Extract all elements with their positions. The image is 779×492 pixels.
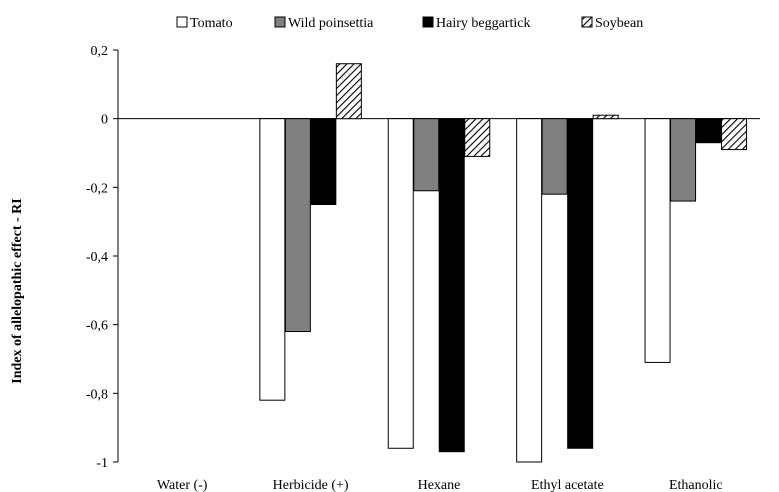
- bar-tomato: [388, 119, 413, 449]
- y-tick-label: -0,6: [86, 319, 108, 334]
- bar-wild-poinsettia: [542, 119, 567, 195]
- bar-wild-poinsettia: [414, 119, 439, 191]
- bar-hairy-beggartick: [311, 119, 336, 205]
- legend-swatch: [582, 17, 592, 27]
- y-tick-label: -1: [96, 456, 108, 471]
- bar-soybean: [593, 115, 618, 118]
- y-tick-label: 0: [101, 113, 108, 128]
- bar-soybean: [465, 119, 490, 157]
- bar-tomato: [645, 119, 670, 363]
- legend-label: Wild poinsettia: [288, 16, 374, 31]
- legend-swatch: [423, 17, 433, 27]
- bar-wild-poinsettia: [671, 119, 696, 201]
- legend-label: Soybean: [595, 16, 643, 31]
- x-category-label: Ethyl acetate: [531, 478, 604, 492]
- x-category-label: Herbicide (+): [273, 478, 349, 492]
- bar-hairy-beggartick: [568, 119, 593, 449]
- legend-swatch: [275, 17, 285, 27]
- y-axis-label: Index of allelopathic effect - RI: [10, 198, 25, 383]
- y-tick-label: -0,4: [86, 250, 108, 265]
- bar-tomato: [517, 119, 542, 462]
- y-tick-label: 0,2: [91, 44, 109, 59]
- bar-wild-poinsettia: [285, 119, 310, 332]
- bars: [260, 64, 747, 462]
- y-tick-label: -0,8: [86, 387, 108, 402]
- x-category-label: Hexane: [418, 478, 461, 492]
- bar-soybean: [722, 119, 747, 150]
- bar-hairy-beggartick: [439, 119, 464, 452]
- y-tick-label: -0,2: [86, 181, 108, 196]
- legend-label: Hairy beggartick: [436, 16, 530, 31]
- legend-swatch: [177, 17, 187, 27]
- x-category-label: Water (-): [157, 478, 208, 492]
- bar-soybean: [336, 64, 361, 119]
- legend-label: Tomato: [190, 16, 233, 31]
- x-category-label: Ethanolic: [669, 478, 723, 492]
- legend: Tomato Wild poinsettia Hairy beggartick Soy…: [177, 16, 643, 31]
- bar-tomato: [260, 119, 285, 401]
- bar-hairy-beggartick: [696, 119, 721, 143]
- x-axis: Water (-) Herbicide (+) Hexane Ethyl acetat…: [157, 478, 723, 492]
